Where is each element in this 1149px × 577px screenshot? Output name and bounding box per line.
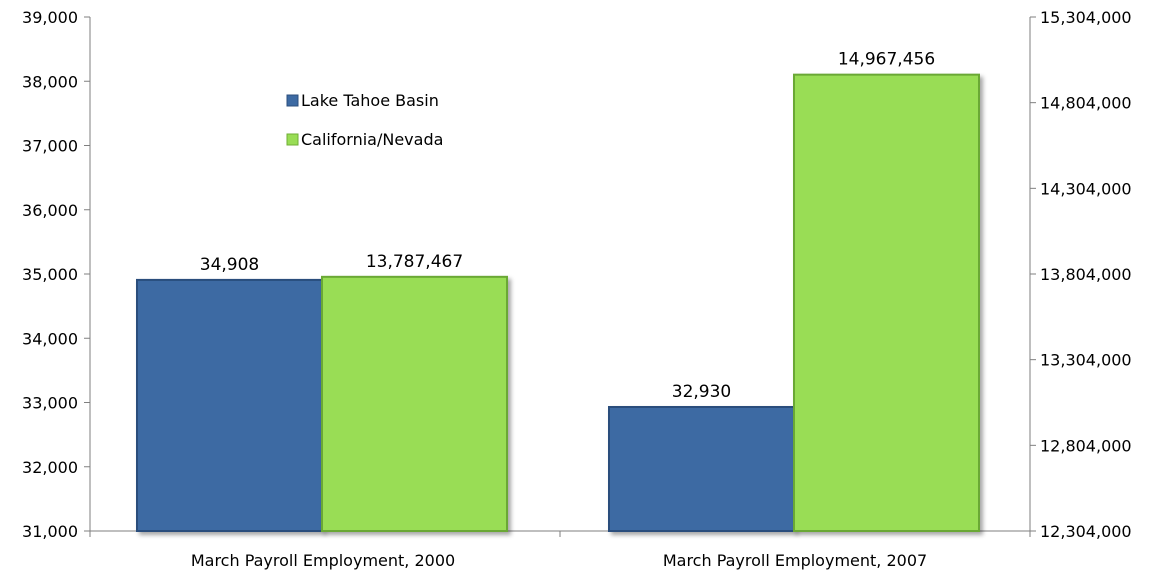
- bar-lake-tahoe-basin: [608, 405, 795, 532]
- left-y-tick-label: 31,000: [22, 522, 78, 541]
- x-category-label: March Payroll Employment, 2007: [663, 551, 927, 570]
- legend-swatch-california-nevada: [286, 133, 299, 146]
- right-y-tick-label: 13,804,000: [1040, 265, 1132, 284]
- right-y-tick-label: 14,304,000: [1040, 179, 1132, 198]
- data-labels: 34,908 32,930 13,787,467 14,967,456: [200, 50, 935, 402]
- right-y-tick-label: 13,304,000: [1040, 351, 1132, 370]
- left-y-tick-label: 32,000: [22, 458, 78, 477]
- bar-california-nevada: [321, 275, 508, 532]
- left-y-tick-label: 36,000: [22, 201, 78, 220]
- bar-value-label: 32,930: [672, 382, 731, 402]
- right-y-tick-label: 12,804,000: [1040, 436, 1132, 455]
- left-y-tick-label: 35,000: [22, 265, 78, 284]
- bar-value-label: 14,967,456: [838, 50, 935, 70]
- legend-swatch-lake-tahoe-basin: [286, 94, 299, 107]
- right-y-tick-label: 15,304,000: [1040, 8, 1132, 27]
- right-y-tick-label: 12,304,000: [1040, 522, 1132, 541]
- left-y-tick-label: 38,000: [22, 72, 78, 91]
- legend: Lake Tahoe Basin California/Nevada: [286, 91, 443, 149]
- left-y-tick-label: 39,000: [22, 8, 78, 27]
- bar-value-label: 13,787,467: [366, 252, 463, 272]
- x-category-label: March Payroll Employment, 2000: [191, 551, 455, 570]
- legend-label-lake-tahoe-basin: Lake Tahoe Basin: [301, 91, 439, 110]
- left-y-tick-label: 37,000: [22, 137, 78, 156]
- legend-label-california-nevada: California/Nevada: [301, 130, 443, 149]
- bar-lake-tahoe-basin: [136, 278, 323, 533]
- right-y-tick-label: 14,804,000: [1040, 94, 1132, 113]
- left-y-tick-label: 33,000: [22, 394, 78, 413]
- left-y-tick-label: 34,000: [22, 329, 78, 348]
- bar-value-label: 34,908: [200, 255, 259, 275]
- axes: 31,000 32,000 33,000 34,000 35,000 36,000 37,0…: [22, 8, 1132, 570]
- bar-california-nevada: [793, 73, 980, 533]
- bars: [136, 73, 980, 533]
